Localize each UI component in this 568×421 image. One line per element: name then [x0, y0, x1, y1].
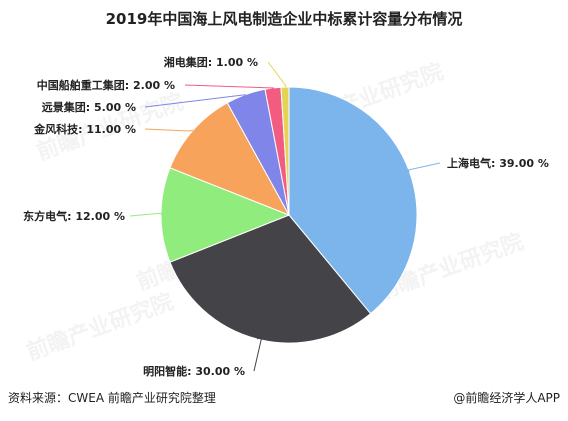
leader-line	[184, 84, 275, 89]
slice-label: 明阳智能: 30.00 %	[143, 364, 245, 378]
pie-slice[interactable]	[169, 214, 372, 344]
brand-note: @前瞻经济学人APP	[453, 391, 560, 405]
leader-line	[129, 212, 165, 217]
slice-label: 远景集团: 5.00 %	[42, 100, 136, 114]
pie-labels: 上海电气: 39.00 % 明阳智能: 30.00 % 东方电气: 12.00 % 金…	[23, 55, 549, 378]
source-note: 资料来源：CWEA 前瞻产业研究院整理	[8, 391, 216, 405]
slice-label: 湘电集团: 1.00 %	[164, 55, 258, 69]
leader-line	[253, 334, 263, 372]
pie-slices	[160, 86, 418, 344]
pie-slice[interactable]	[288, 86, 418, 315]
slice-label: 东方电气: 12.00 %	[23, 209, 125, 223]
leader-line	[144, 128, 194, 132]
leader-line	[267, 61, 287, 88]
slice-label: 上海电气: 39.00 %	[447, 156, 549, 170]
leader-line	[407, 162, 441, 172]
leader-line	[144, 94, 246, 108]
slice-label: 中国船舶重工集团: 2.00 %	[37, 78, 175, 92]
slice-label: 金风科技: 11.00 %	[33, 122, 136, 136]
chart-title: 2019年中国海上风电制造企业中标累计容量分布情况	[105, 10, 463, 28]
watermark-text: 前瞻产业研究院	[23, 289, 177, 366]
